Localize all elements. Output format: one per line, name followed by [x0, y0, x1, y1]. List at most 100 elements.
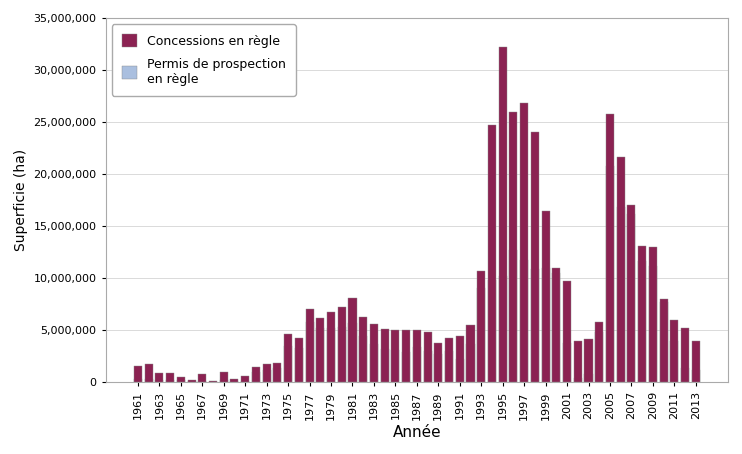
Bar — [477, 271, 485, 382]
Bar — [263, 365, 271, 382]
Bar — [660, 299, 668, 382]
Bar — [595, 322, 603, 382]
Bar — [499, 47, 507, 382]
Bar — [231, 379, 238, 382]
Bar — [231, 381, 238, 382]
Bar — [145, 365, 153, 382]
Bar — [488, 280, 496, 382]
Bar — [263, 370, 271, 382]
Bar — [284, 334, 292, 382]
Bar — [413, 347, 421, 382]
Bar — [381, 329, 389, 382]
Bar — [531, 133, 539, 382]
Bar — [445, 338, 453, 382]
Bar — [316, 328, 324, 382]
Bar — [424, 351, 432, 382]
Bar — [166, 373, 174, 382]
Bar — [595, 332, 603, 382]
Bar — [391, 350, 399, 382]
Bar — [177, 377, 185, 382]
Bar — [585, 374, 593, 382]
Bar — [338, 307, 346, 382]
Bar — [434, 343, 442, 382]
Bar — [252, 372, 260, 382]
Bar — [681, 328, 689, 382]
Bar — [134, 379, 142, 382]
Bar — [166, 380, 174, 382]
Legend: Concessions en règle, Permis de prospection
en règle: Concessions en règle, Permis de prospect… — [112, 24, 296, 96]
Bar — [413, 330, 421, 382]
Bar — [134, 365, 142, 382]
Bar — [338, 327, 346, 382]
Bar — [692, 340, 700, 382]
Bar — [220, 372, 228, 382]
Bar — [145, 379, 153, 382]
Bar — [617, 207, 625, 382]
Bar — [628, 205, 635, 382]
Bar — [241, 381, 249, 382]
Bar — [574, 340, 582, 382]
Bar — [155, 373, 163, 382]
Bar — [402, 352, 410, 382]
Bar — [445, 351, 453, 382]
Bar — [273, 368, 281, 382]
Bar — [252, 366, 260, 382]
Bar — [273, 363, 281, 382]
Bar — [628, 213, 635, 382]
Bar — [552, 268, 560, 382]
Bar — [306, 322, 314, 382]
Bar — [370, 324, 378, 382]
Bar — [606, 114, 614, 382]
Bar — [477, 288, 485, 382]
Bar — [349, 323, 356, 382]
Bar — [542, 212, 550, 382]
Bar — [188, 381, 196, 382]
X-axis label: Année: Année — [393, 425, 441, 440]
Bar — [585, 340, 593, 382]
Bar — [327, 328, 335, 382]
Bar — [563, 343, 571, 382]
Bar — [306, 309, 314, 382]
Bar — [349, 298, 356, 382]
Bar — [467, 344, 475, 382]
Y-axis label: Superficie (ha): Superficie (ha) — [14, 149, 28, 251]
Bar — [617, 158, 625, 382]
Bar — [295, 338, 303, 382]
Bar — [520, 261, 528, 382]
Bar — [359, 336, 367, 382]
Bar — [284, 346, 292, 382]
Bar — [638, 262, 646, 382]
Bar — [660, 302, 668, 382]
Bar — [456, 359, 464, 382]
Bar — [370, 344, 378, 382]
Bar — [220, 380, 228, 382]
Bar — [574, 378, 582, 382]
Bar — [295, 348, 303, 382]
Bar — [456, 336, 464, 382]
Bar — [563, 281, 571, 382]
Bar — [488, 125, 496, 382]
Bar — [692, 370, 700, 382]
Bar — [638, 246, 646, 382]
Bar — [434, 354, 442, 382]
Bar — [520, 103, 528, 382]
Bar — [510, 112, 517, 382]
Bar — [316, 318, 324, 382]
Bar — [241, 376, 249, 382]
Bar — [209, 381, 217, 382]
Bar — [467, 325, 475, 382]
Bar — [155, 380, 163, 382]
Bar — [510, 250, 517, 382]
Bar — [391, 330, 399, 382]
Bar — [649, 266, 657, 382]
Bar — [649, 247, 657, 382]
Bar — [327, 312, 335, 382]
Bar — [198, 380, 206, 382]
Bar — [424, 332, 432, 382]
Bar — [552, 273, 560, 382]
Bar — [359, 316, 367, 382]
Bar — [188, 380, 196, 382]
Bar — [499, 276, 507, 382]
Bar — [402, 330, 410, 382]
Bar — [177, 380, 185, 382]
